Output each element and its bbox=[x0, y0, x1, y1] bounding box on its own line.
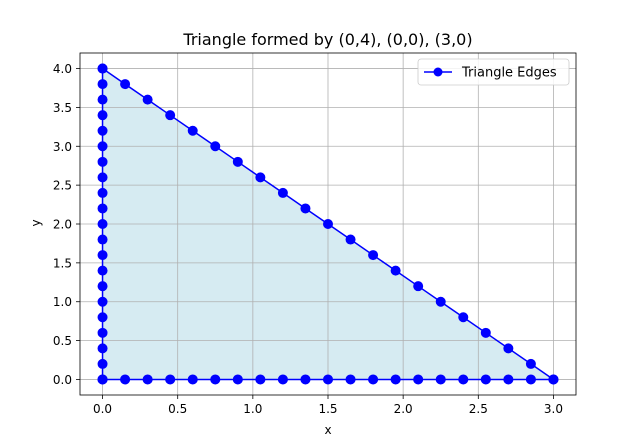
data-point bbox=[300, 374, 311, 385]
data-point bbox=[435, 296, 446, 307]
data-point bbox=[97, 79, 108, 90]
data-point bbox=[323, 374, 333, 385]
legend-label: Triangle Edges bbox=[461, 66, 557, 81]
data-point bbox=[345, 234, 356, 245]
y-tick-label: 1.5 bbox=[53, 256, 72, 270]
data-point bbox=[97, 358, 108, 369]
data-point bbox=[97, 219, 108, 229]
data-point bbox=[503, 343, 514, 354]
data-point bbox=[413, 281, 424, 292]
data-point bbox=[97, 343, 108, 354]
data-point bbox=[548, 374, 559, 385]
data-point bbox=[255, 374, 266, 385]
data-point bbox=[97, 141, 108, 152]
data-point bbox=[97, 172, 108, 183]
data-point bbox=[97, 374, 108, 385]
data-point bbox=[255, 172, 266, 183]
data-point bbox=[97, 296, 108, 307]
data-point bbox=[503, 374, 514, 385]
y-tick-label: 3.0 bbox=[53, 140, 72, 154]
data-point bbox=[97, 327, 108, 338]
data-point bbox=[480, 327, 491, 338]
x-axis-label: x bbox=[324, 423, 331, 437]
data-point bbox=[142, 374, 153, 385]
data-point bbox=[525, 358, 536, 369]
data-point bbox=[458, 374, 469, 385]
data-point bbox=[368, 374, 379, 385]
legend-marker bbox=[433, 67, 443, 77]
data-point bbox=[232, 374, 243, 385]
data-point bbox=[120, 79, 131, 90]
x-tick-label: 1.5 bbox=[318, 402, 337, 416]
y-tick-label: 0.5 bbox=[53, 334, 72, 348]
data-point bbox=[232, 156, 243, 167]
data-point bbox=[165, 110, 176, 121]
x-tick-label: 1.0 bbox=[243, 402, 262, 416]
data-point bbox=[435, 374, 446, 385]
x-tick-label: 0.0 bbox=[93, 402, 112, 416]
data-point bbox=[97, 234, 108, 245]
data-point bbox=[525, 374, 536, 385]
data-point bbox=[97, 63, 108, 74]
y-tick-label: 2.5 bbox=[53, 179, 72, 193]
data-point bbox=[97, 265, 108, 276]
data-point bbox=[277, 374, 288, 385]
data-point bbox=[368, 250, 379, 261]
x-tick-label: 2.5 bbox=[469, 402, 488, 416]
y-axis-label: y bbox=[29, 219, 43, 226]
data-point bbox=[97, 125, 108, 136]
x-tick-label: 2.0 bbox=[394, 402, 413, 416]
y-tick-label: 0.0 bbox=[53, 373, 72, 387]
data-point bbox=[390, 374, 401, 385]
data-point bbox=[97, 250, 108, 261]
data-point bbox=[300, 203, 311, 214]
data-point bbox=[142, 94, 153, 105]
data-point bbox=[480, 374, 491, 385]
data-point bbox=[97, 312, 108, 323]
data-point bbox=[323, 219, 333, 229]
data-point bbox=[345, 374, 356, 385]
data-point bbox=[187, 374, 198, 385]
data-point bbox=[390, 265, 401, 276]
x-tick-label: 0.5 bbox=[168, 402, 187, 416]
data-point bbox=[97, 156, 108, 167]
y-tick-label: 2.0 bbox=[53, 218, 72, 232]
data-point bbox=[97, 203, 108, 214]
data-point bbox=[413, 374, 424, 385]
data-point bbox=[458, 312, 469, 323]
chart-title: Triangle formed by (0,4), (0,0), (3,0) bbox=[182, 30, 472, 49]
data-point bbox=[97, 94, 108, 105]
y-tick-label: 3.5 bbox=[53, 101, 72, 115]
y-tick-label: 1.0 bbox=[53, 295, 72, 309]
data-point bbox=[97, 281, 108, 292]
legend-box bbox=[417, 58, 570, 86]
data-point bbox=[97, 187, 108, 198]
data-point bbox=[97, 110, 108, 121]
x-tick-label: 3.0 bbox=[544, 402, 563, 416]
data-point bbox=[210, 141, 221, 152]
data-point bbox=[277, 187, 288, 198]
data-point bbox=[187, 125, 198, 136]
data-point bbox=[120, 374, 131, 385]
data-point bbox=[210, 374, 221, 385]
data-point bbox=[165, 374, 176, 385]
y-tick-label: 4.0 bbox=[53, 62, 72, 76]
